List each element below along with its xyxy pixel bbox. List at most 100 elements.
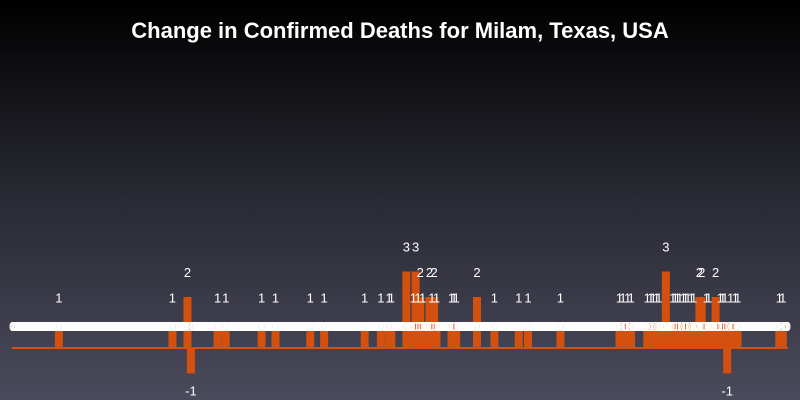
- data-label: 0: [592, 319, 599, 334]
- data-label: 0: [484, 319, 491, 334]
- data-label: 0: [451, 319, 458, 334]
- data-label: 1: [717, 291, 724, 306]
- data-label: 1: [653, 291, 660, 306]
- data-label: 0: [99, 319, 106, 334]
- data-label: 1: [649, 291, 656, 306]
- data-label: 0: [177, 319, 184, 334]
- data-label: 0: [34, 319, 41, 334]
- data-label: 0: [96, 319, 103, 334]
- data-label: 0: [578, 319, 585, 334]
- data-label: 0: [296, 319, 303, 334]
- data-label: 0: [90, 319, 97, 334]
- data-label: 2: [426, 265, 433, 280]
- data-label: 0: [634, 319, 641, 334]
- data-label: 0: [9, 319, 16, 334]
- data-label: 0: [244, 319, 251, 334]
- data-label: 0: [30, 319, 37, 334]
- data-label: 0: [574, 319, 581, 334]
- data-label: 0: [596, 319, 603, 334]
- data-label: 0: [304, 319, 311, 334]
- data-label: 0: [18, 319, 25, 334]
- data-label: 0: [106, 319, 113, 334]
- data-label: 0: [36, 319, 43, 334]
- data-label: 0: [520, 319, 527, 334]
- data-label: 2: [696, 265, 703, 280]
- data-label: 0: [666, 319, 673, 334]
- data-label: 0: [285, 319, 292, 334]
- data-label: 0: [493, 319, 500, 334]
- data-label: 0: [405, 319, 412, 334]
- data-label: 0: [735, 319, 742, 334]
- data-label: 0: [10, 319, 17, 334]
- data-label: 2: [473, 265, 480, 280]
- data-label: 0: [252, 319, 259, 334]
- data-label: 0: [191, 319, 198, 334]
- data-label: 0: [309, 319, 316, 334]
- data-label: 0: [447, 319, 454, 334]
- data-label: 0: [781, 319, 788, 334]
- data-label: 0: [476, 319, 483, 334]
- data-label: 0: [314, 319, 321, 334]
- data-label: 1: [258, 291, 265, 306]
- data-label: 0: [97, 319, 104, 334]
- data-label: 0: [332, 319, 339, 334]
- data-label: 0: [12, 319, 19, 334]
- data-label: 0: [535, 319, 542, 334]
- data-label: 0: [355, 319, 362, 334]
- data-label: 1: [557, 291, 564, 306]
- data-label: 0: [609, 319, 616, 334]
- data-label: 0: [209, 319, 216, 334]
- data-label: 0: [279, 319, 286, 334]
- data-label: 0: [553, 319, 560, 334]
- data-label: 0: [359, 319, 366, 334]
- bar: [418, 322, 427, 348]
- data-label: 0: [136, 319, 143, 334]
- data-label: 0: [514, 319, 521, 334]
- data-label: 1: [721, 291, 728, 306]
- data-label: 2: [431, 265, 438, 280]
- data-label: 0: [149, 319, 156, 334]
- data-label: 0: [65, 319, 72, 334]
- data-label: 0: [117, 319, 124, 334]
- data-label: 0: [119, 319, 126, 334]
- data-label: 1: [727, 291, 734, 306]
- data-label: 0: [409, 319, 416, 334]
- data-label: 0: [436, 319, 443, 334]
- data-label: 0: [54, 319, 61, 334]
- data-label: 0: [236, 319, 243, 334]
- data-label: 0: [575, 319, 582, 334]
- data-label: 0: [640, 319, 647, 334]
- data-label: 0: [45, 319, 52, 334]
- data-label: 0: [27, 319, 34, 334]
- data-label: 0: [667, 319, 674, 334]
- data-label: 0: [466, 319, 473, 334]
- data-label: 0: [588, 319, 595, 334]
- data-label: 0: [483, 319, 490, 334]
- data-label: 0: [94, 319, 101, 334]
- data-label: 0: [202, 319, 209, 334]
- data-label: 0: [522, 319, 529, 334]
- data-label: 0: [264, 319, 271, 334]
- data-label: 0: [759, 319, 766, 334]
- data-label: 0: [83, 319, 90, 334]
- data-label: 0: [643, 319, 650, 334]
- data-label: 0: [737, 319, 744, 334]
- data-label: 0: [24, 319, 31, 334]
- data-label: 0: [778, 319, 785, 334]
- data-label: 0: [195, 319, 202, 334]
- data-label: 0: [691, 319, 698, 334]
- data-label: 0: [663, 319, 670, 334]
- data-label: 0: [289, 319, 296, 334]
- data-label: 0: [150, 319, 157, 334]
- data-label: 0: [542, 319, 549, 334]
- data-label: 0: [504, 319, 511, 334]
- data-label: 0: [273, 319, 280, 334]
- data-label: 0: [154, 319, 161, 334]
- data-label: 0: [739, 319, 746, 334]
- data-label: 0: [687, 319, 694, 334]
- data-label: 0: [393, 319, 400, 334]
- data-label: 0: [702, 319, 709, 334]
- data-label: 0: [733, 319, 740, 334]
- data-label: 0: [229, 319, 236, 334]
